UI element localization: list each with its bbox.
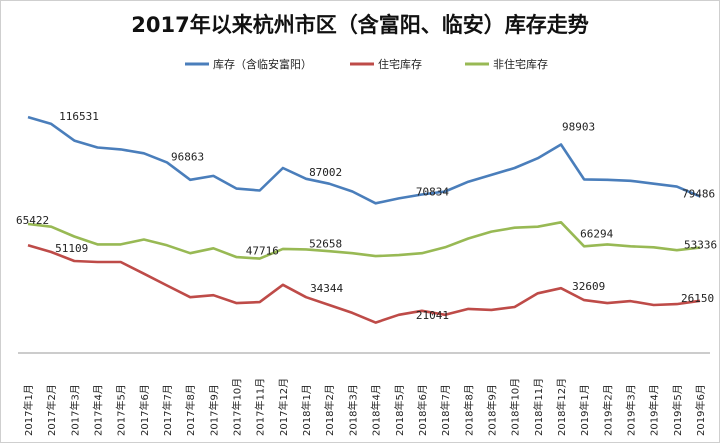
data-label: 66294 [580, 227, 613, 240]
x-tick-label: 2017年6月 [138, 384, 151, 436]
data-label: 87002 [309, 166, 342, 179]
x-axis-tick-labels: 2017年1月 2017年2月 2017年3月 2017年4月 2017年5月 2017年… [22, 378, 707, 436]
data-label: 96863 [171, 150, 204, 163]
chart-data-labels: 116531 96863 87002 70834 98903 79486 51109 3434… [16, 110, 717, 322]
x-tick-label: 2017年7月 [161, 384, 174, 436]
x-tick-label: 2017年3月 [68, 384, 81, 436]
x-tick-label: 2017年8月 [184, 384, 197, 436]
x-tick-label: 2018年11月 [532, 378, 545, 436]
data-label: 98903 [562, 121, 595, 134]
data-label: 34344 [310, 282, 343, 295]
x-tick-label: 2018年9月 [485, 384, 498, 436]
x-tick-label: 2018年4月 [370, 384, 383, 436]
x-tick-label: 2018年6月 [416, 384, 429, 436]
series-line-0 [27, 115, 701, 205]
x-tick-label: 2017年11月 [254, 378, 267, 436]
x-tick-label: 2018年8月 [462, 384, 475, 436]
x-tick-label: 2017年10月 [231, 378, 244, 436]
data-label: 51109 [55, 242, 88, 255]
x-tick-label: 2017年5月 [115, 384, 128, 436]
chart-legend: 库存（含临安富阳） 住宅库存 非住宅库存 [185, 57, 548, 71]
x-tick-label: 2017年1月 [22, 384, 35, 436]
x-tick-label: 2018年12月 [555, 378, 568, 436]
series-line-2 [27, 221, 701, 260]
data-label: 32609 [572, 280, 605, 293]
data-label: 53336 [684, 239, 717, 252]
legend-label: 非住宅库存 [493, 57, 548, 71]
x-tick-label: 2019年5月 [671, 384, 684, 436]
chart-title: 2017年以来杭州市区（含富阳、临安）库存走势 [131, 13, 588, 37]
x-tick-label: 2018年5月 [393, 384, 406, 436]
data-label: 26150 [681, 292, 714, 305]
series-line-1 [27, 244, 701, 324]
x-tick-label: 2017年2月 [45, 384, 58, 436]
data-label: 21041 [416, 309, 449, 322]
x-tick-label: 2017年9月 [207, 384, 220, 436]
x-tick-label: 2017年12月 [277, 378, 290, 436]
legend-label: 库存（含临安富阳） [213, 57, 312, 71]
x-tick-label: 2018年7月 [439, 384, 452, 436]
x-tick-label: 2018年3月 [346, 384, 359, 436]
data-label: 79486 [682, 187, 715, 200]
x-tick-label: 2018年1月 [300, 384, 313, 436]
data-label: 52658 [309, 237, 342, 250]
x-tick-label: 2018年2月 [323, 384, 336, 436]
x-tick-label: 2019年6月 [694, 384, 707, 436]
x-tick-label: 2019年3月 [624, 384, 637, 436]
x-tick-label: 2018年10月 [509, 378, 522, 436]
chart-series-lines [27, 115, 701, 324]
data-label: 70834 [416, 185, 449, 198]
x-tick-label: 2017年4月 [92, 384, 105, 436]
data-label: 47716 [246, 245, 279, 258]
x-tick-label: 2019年2月 [601, 384, 614, 436]
data-label: 116531 [59, 110, 99, 123]
data-label: 65422 [16, 214, 49, 227]
x-tick-label: 2019年4月 [648, 384, 661, 436]
legend-label: 住宅库存 [378, 57, 422, 71]
x-tick-label: 2019年1月 [578, 384, 591, 436]
